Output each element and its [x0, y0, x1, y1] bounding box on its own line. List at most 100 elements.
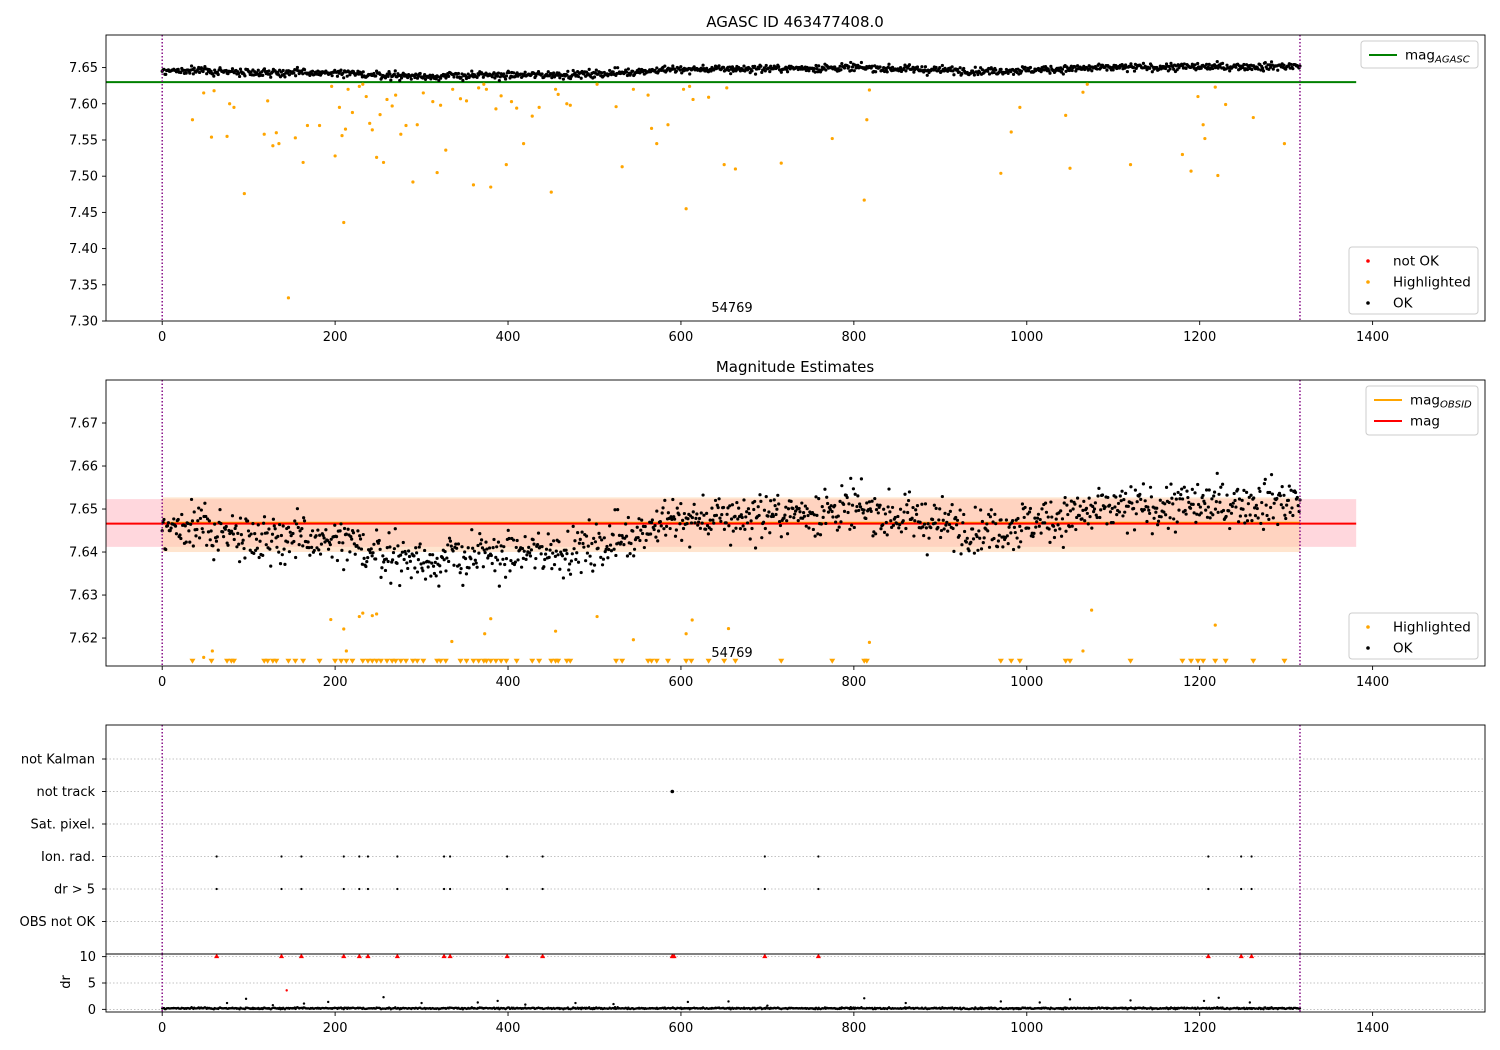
point-ok: [857, 508, 861, 513]
point-ok: [192, 510, 196, 514]
point-ok: [644, 538, 648, 543]
point-ok: [874, 508, 879, 512]
point-ok: [546, 70, 550, 74]
point-ok: [1282, 63, 1286, 67]
point-ok: [801, 510, 806, 515]
point-ok: [728, 65, 732, 69]
point-ok: [660, 511, 664, 515]
dr-point-clipped: [762, 953, 768, 959]
point-highlighted-below-range: [997, 658, 1004, 664]
point-ok: [1281, 506, 1285, 510]
legend-marker: [1366, 259, 1370, 263]
point-ok: [238, 67, 243, 71]
point-ok: [539, 552, 543, 556]
point-ok: [836, 514, 840, 518]
point-ok: [702, 513, 706, 517]
point-ok: [1250, 67, 1254, 72]
point-ok: [1141, 61, 1146, 65]
point-ok: [897, 526, 901, 530]
point-ok: [1167, 500, 1171, 505]
point-ok: [1129, 62, 1133, 66]
point-ok: [858, 505, 863, 509]
point-ok: [838, 499, 842, 503]
point-ok: [1074, 527, 1078, 532]
flag-point: [215, 887, 218, 891]
point-ok: [1204, 62, 1209, 66]
point-ok: [921, 525, 925, 529]
point-ok: [565, 73, 569, 77]
point-ok: [189, 522, 193, 526]
point-ok: [520, 546, 525, 551]
point-ok: [681, 526, 686, 531]
point-ok: [811, 527, 815, 532]
point-ok: [223, 527, 227, 531]
panel-1: 0 200 400 600 800 1000 1200 14007.627.637.647.6…: [69, 379, 1486, 690]
point-ok: [708, 518, 712, 522]
point-ok: [298, 529, 302, 533]
point-ok: [546, 532, 550, 536]
point-highlighted: [458, 97, 463, 101]
point-ok: [608, 543, 613, 547]
point-ok: [402, 557, 406, 562]
point-ok: [1159, 515, 1163, 519]
point-ok: [1170, 496, 1174, 500]
point-ok: [461, 78, 465, 83]
point-highlighted: [438, 103, 443, 107]
dr-point: [382, 996, 385, 999]
y-tick-label: 7.50: [69, 170, 98, 185]
point-ok: [788, 515, 792, 519]
point-ok: [1291, 513, 1295, 518]
flag-point: [1240, 855, 1243, 858]
point-ok: [1264, 503, 1268, 507]
point-ok: [607, 547, 611, 552]
point-ok: [1108, 503, 1112, 507]
point-ok: [278, 522, 282, 527]
point-ok: [727, 524, 731, 528]
point-ok: [1219, 485, 1223, 489]
point-ok: [1123, 510, 1127, 514]
point-ok: [386, 74, 390, 79]
point-ok: [1088, 514, 1092, 519]
point-ok: [1080, 517, 1084, 521]
point-highlighted: [340, 134, 344, 138]
point-highlighted: [1213, 85, 1217, 89]
point-ok: [532, 542, 536, 546]
point-ok: [260, 532, 264, 536]
point-ok: [962, 66, 966, 71]
point-ok: [1064, 69, 1068, 73]
point-ok: [233, 526, 237, 531]
point-ok: [444, 569, 448, 573]
point-ok: [1150, 532, 1154, 536]
point-ok: [1059, 509, 1063, 513]
point-ok: [549, 542, 553, 547]
point-ok: [437, 584, 441, 588]
point-ok: [853, 63, 857, 67]
point-highlighted: [404, 123, 408, 128]
point-ok: [1061, 545, 1065, 550]
point-ok: [971, 71, 976, 75]
point-highlighted: [411, 180, 415, 184]
point-ok: [1097, 62, 1101, 66]
point-ok: [201, 530, 205, 534]
point-ok: [226, 543, 230, 547]
point-ok: [829, 504, 833, 508]
point-ok: [378, 547, 382, 551]
point-ok: [640, 518, 644, 522]
point-ok: [564, 548, 568, 552]
point-ok: [729, 517, 734, 521]
point-ok: [255, 546, 259, 550]
point-highlighted-below-range: [377, 658, 384, 664]
point-ok: [1111, 520, 1115, 525]
point-ok: [721, 65, 726, 69]
x-tick-label: 1400: [1356, 1021, 1389, 1036]
flag-point: [541, 887, 544, 891]
point-ok: [668, 526, 672, 531]
point-ok: [1053, 528, 1057, 532]
point-ok: [1184, 512, 1188, 516]
point-ok: [910, 516, 914, 520]
point-ok: [570, 552, 574, 556]
x-tick-label: 1000: [1010, 1021, 1043, 1036]
point-ok: [1027, 526, 1031, 530]
point-ok: [1164, 66, 1168, 71]
point-ok: [994, 68, 998, 72]
